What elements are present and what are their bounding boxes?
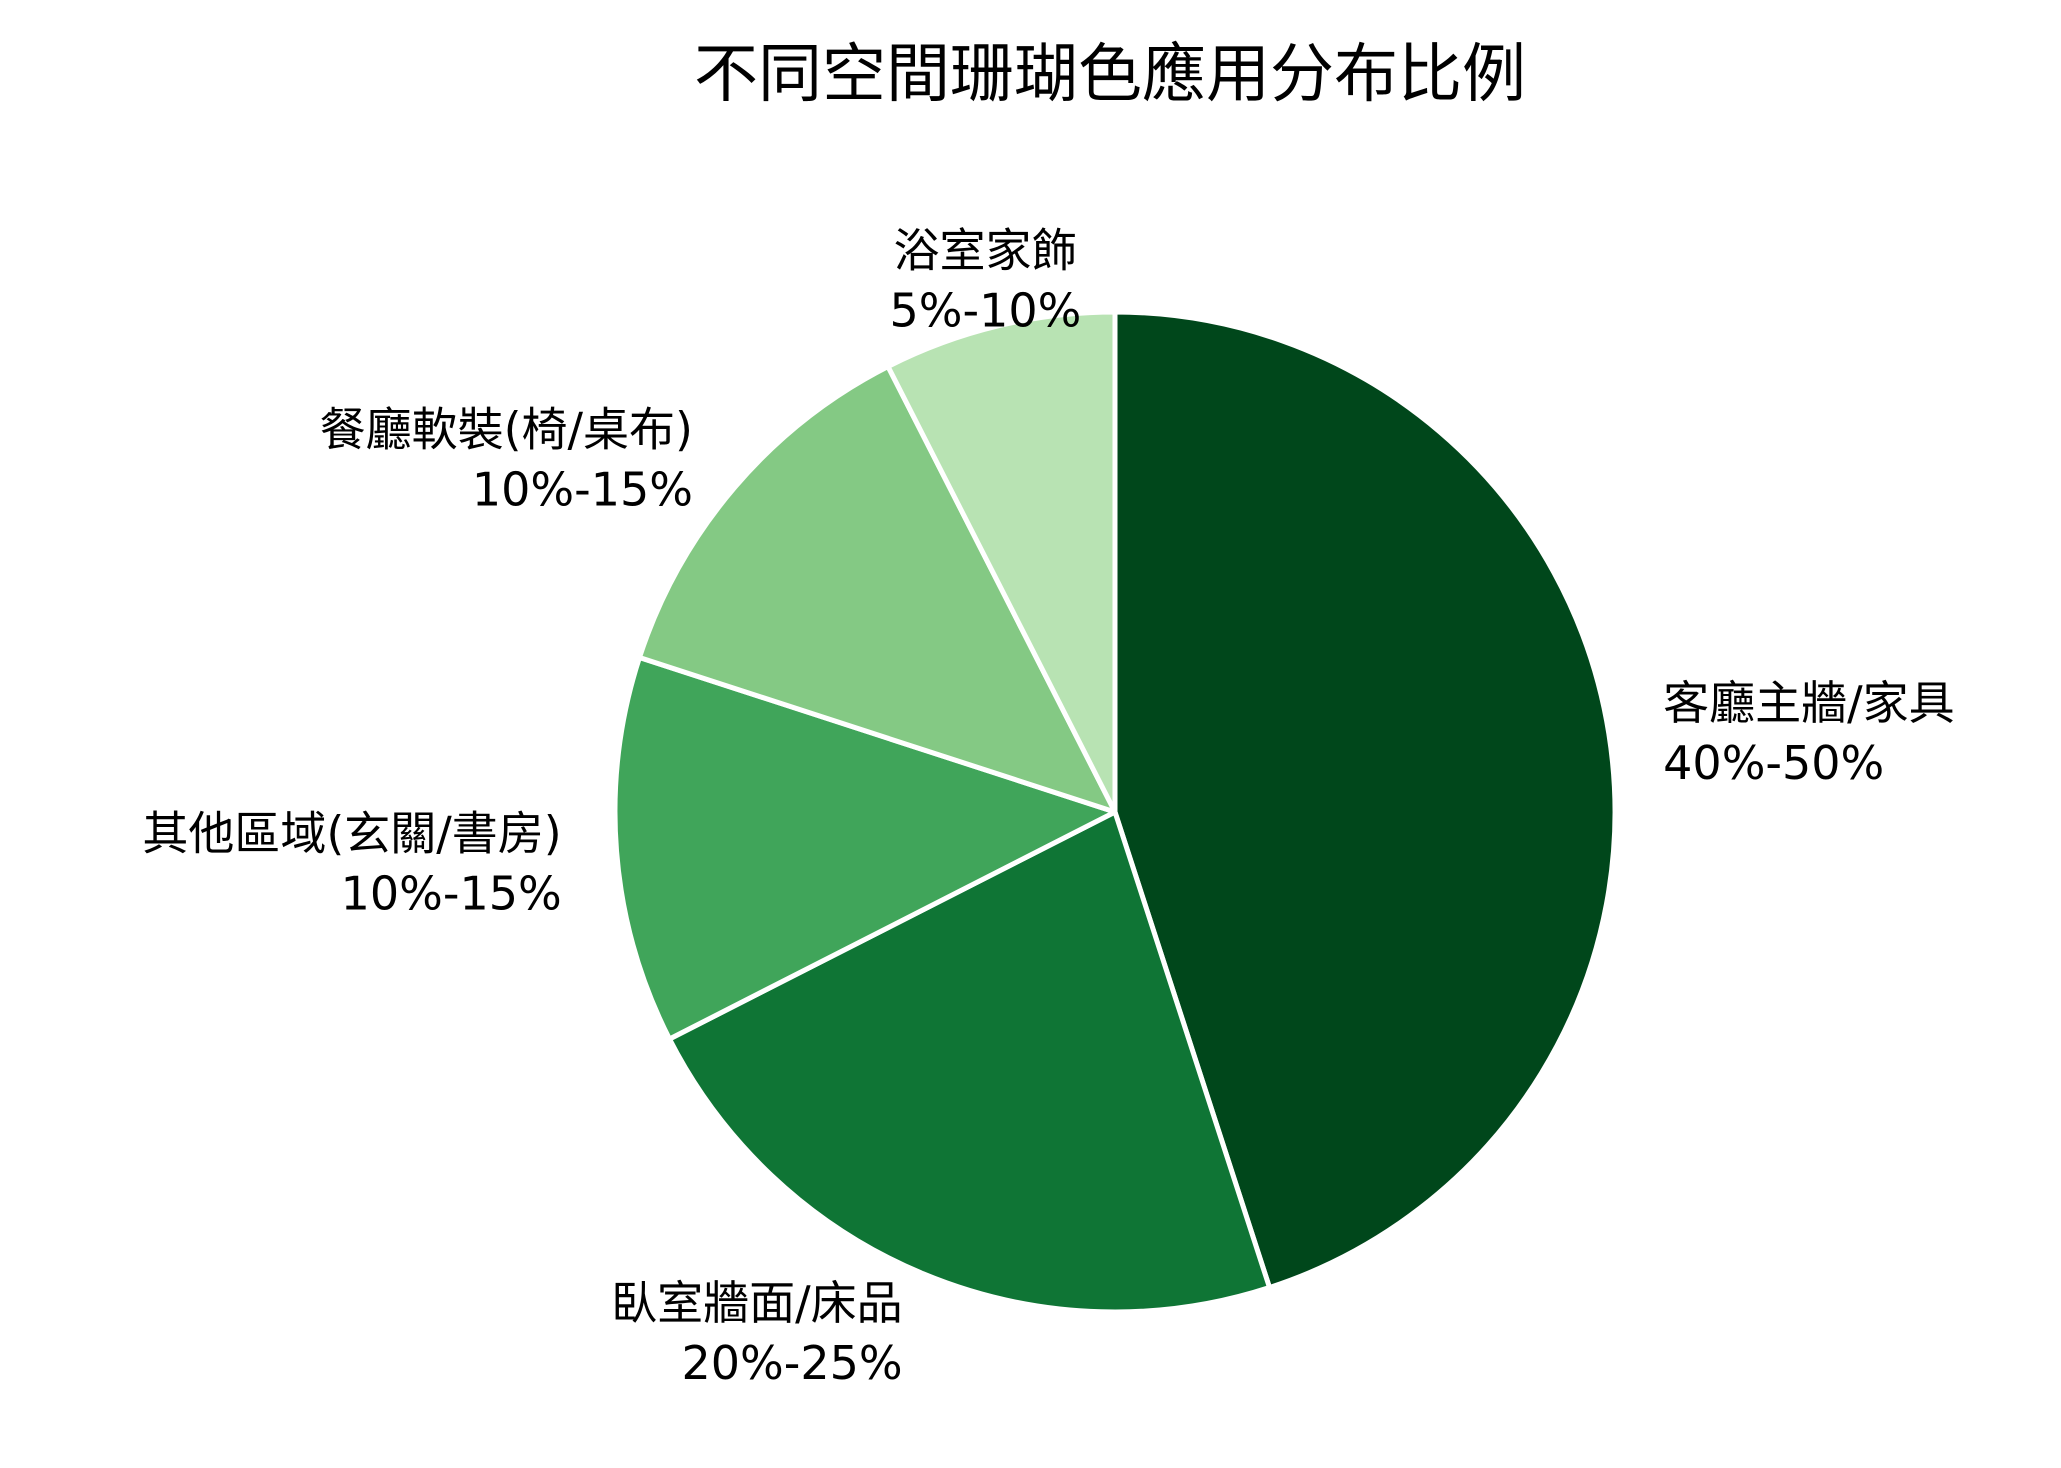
pie-slice [885, 309, 1118, 815]
pie-slice [612, 654, 1118, 1042]
chart-title: 不同空間珊瑚色應用分布比例 [694, 38, 1526, 112]
slice-value-label: 40%-50% [1663, 736, 1884, 790]
slice-label: 餐廳軟裝(椅/桌布) [320, 403, 693, 457]
slice-value-label: 20%-25% [682, 1336, 903, 1390]
slice-label: 臥室牆面/床品 [611, 1276, 903, 1330]
slice-value-label: 10%-15% [341, 867, 562, 921]
slice-value-label: 5%-10% [890, 283, 1082, 337]
pie-slice [636, 363, 1118, 815]
pie-labels: 客廳主牆/家具 40%-50% 臥室牆面/床品 20%-25% 其他區域(玄關/書房) 1… [142, 223, 1954, 1389]
pie-slice [666, 809, 1273, 1315]
pie-slice [1112, 309, 1618, 1291]
slice-label: 其他區域(玄關/書房) [142, 807, 561, 861]
slice-label: 浴室家飾 [893, 223, 1077, 277]
slice-value-label: 10%-15% [472, 463, 693, 517]
pie-slices [612, 309, 1618, 1315]
slice-label: 客廳主牆/家具 [1663, 676, 1955, 730]
